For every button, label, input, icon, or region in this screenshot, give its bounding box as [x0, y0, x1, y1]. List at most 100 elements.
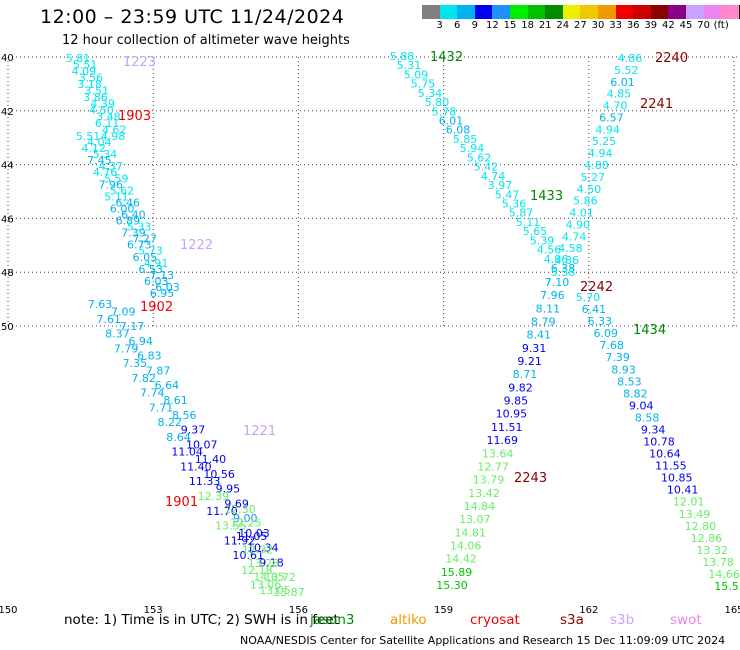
wave-height-label: 5.25: [592, 135, 617, 148]
wave-height-label: 14.66: [708, 568, 740, 581]
wave-height-label: 4.70: [603, 100, 628, 113]
wave-height-label: 3.48: [96, 111, 121, 124]
colorbar-swatch: [615, 5, 634, 19]
track-time-label: 1223: [123, 55, 156, 70]
wave-height-label: 4.58: [558, 242, 583, 255]
wave-height-label: 13.72: [264, 571, 296, 584]
track-time-label: 1434: [633, 323, 666, 338]
wave-height-label: 11.33: [189, 475, 221, 488]
wave-height-label: 12.32: [242, 544, 274, 557]
wave-height-label: 4.09: [72, 65, 97, 78]
wave-height-label: 13.78: [702, 556, 734, 569]
wave-height-label: 5.36: [502, 197, 527, 210]
lon-tick-label: 162: [579, 605, 598, 616]
credit-line: NOAA/NESDIS Center for Satellite Applica…: [240, 634, 726, 647]
lon-tick-label: 153: [144, 605, 163, 616]
colorbar-swatch: [562, 5, 581, 19]
track-time-label: 1433: [530, 189, 563, 204]
wave-height-label: 5.34: [418, 87, 443, 100]
wave-height-label: 5.73: [138, 245, 163, 258]
colorbar-label: 12: [486, 20, 499, 31]
wave-height-label: 6.03: [144, 275, 169, 288]
wave-height-label: 6.01: [610, 76, 635, 89]
wave-height-label: 5.78: [432, 105, 457, 118]
wave-height-label: 7.27: [133, 233, 158, 246]
wave-height-label: 9.18: [259, 556, 284, 569]
wave-height-label: 8.93: [611, 363, 636, 376]
colorbar-swatch: [457, 5, 475, 19]
colorbar-labels: 3 6 9 12 15 18 21 24 27 30 33 36 39 42 45 70 (ft): [422, 20, 740, 34]
wave-height-label: 8.53: [617, 375, 642, 388]
wave-height-label: 5.38: [551, 266, 576, 279]
wave-height-label: 5.70: [576, 291, 601, 304]
wave-height-label: 3.56: [79, 72, 104, 85]
track-time-label: 2240: [655, 51, 688, 66]
colorbar-label: 39: [644, 20, 658, 31]
wave-height-label: 3.86: [83, 91, 108, 104]
wave-height-label: 4.86: [554, 254, 579, 267]
wave-height-label: 3.51: [85, 85, 110, 98]
wave-height-label: 4.39: [90, 98, 115, 111]
lon-tick-label: 156: [289, 605, 308, 616]
wave-height-label: 6.11: [95, 117, 120, 130]
wave-height-label: 14.42: [445, 553, 477, 566]
wave-height-label: 10.34: [247, 542, 279, 555]
colorbar-swatch: [509, 5, 528, 19]
colorbar-swatch: [580, 5, 598, 19]
lon-tick-label: 159: [434, 605, 453, 616]
wave-height-label: 7.63: [88, 298, 113, 311]
wave-height-label: 4.01: [569, 207, 594, 220]
wave-height-label: 8.41: [526, 329, 551, 342]
wave-height-label: 6.73: [127, 239, 152, 252]
colorbar-label: 9: [471, 20, 478, 31]
wave-height-label: 4.86: [618, 52, 643, 65]
wave-height-label: 10.56: [203, 468, 235, 481]
wave-height-label: 13.49: [679, 508, 711, 521]
wave-height-label: 5.86: [573, 195, 598, 208]
wave-height-label: 5.51: [73, 59, 98, 72]
wave-height-label: 4.80: [584, 159, 609, 172]
wave-height-label: 5.39: [530, 234, 555, 247]
wave-height-label: 6.94: [128, 335, 153, 348]
wave-height-label: 5.94: [460, 142, 485, 155]
track-time-label: 1221: [243, 424, 276, 439]
colorbar-label: 21: [538, 20, 552, 31]
colorbar-swatch: [422, 5, 440, 19]
lon-tick-label: 150: [0, 605, 18, 616]
lat-tick-label: 40: [1, 53, 14, 64]
colorbar-swatch: [492, 5, 510, 19]
wave-height-label: 12.01: [673, 496, 705, 509]
wave-height-label: 13.32: [697, 544, 729, 557]
colorbar-label: 18: [521, 20, 534, 31]
map-subtitle: 12 hour collection of altimeter wave hei…: [62, 33, 350, 48]
wave-height-label: 11.40: [180, 460, 212, 473]
wave-height-label: 7.10: [545, 276, 570, 289]
colorbar-swatch: [650, 5, 669, 19]
colorbar-swatch: [685, 5, 704, 19]
track-time-label: 1902: [140, 300, 173, 315]
wave-height-label: 5.81: [66, 52, 91, 65]
satellite-legend-cryosat: cryosat: [470, 612, 520, 628]
wave-height-label: 6.40: [121, 209, 146, 222]
colorbar-label: 70: [697, 20, 710, 31]
wave-height-label: 5.09: [404, 68, 429, 81]
colorbar-swatch: [738, 5, 740, 19]
wave-height-label: 4.50: [577, 183, 602, 196]
lat-tick-label: 42: [1, 107, 14, 118]
wave-height-label: 5.47: [495, 188, 520, 201]
wave-height-label: 7.74: [140, 387, 165, 400]
wave-height-label: 9.34: [641, 423, 666, 436]
lon-tick-label: 165: [724, 605, 740, 616]
wave-height-label: 8.71: [513, 368, 538, 381]
wave-height-label: 6.41: [582, 303, 607, 316]
wave-height-label: 6.03: [155, 281, 180, 294]
track-time-label: 2242: [580, 280, 613, 295]
colorbar-swatch: [597, 5, 616, 19]
wave-height-label: 5.62: [467, 151, 492, 164]
lat-tick-label: 48: [1, 268, 14, 279]
colorbar-swatch: [668, 5, 686, 19]
wave-height-label: 13.42: [468, 487, 500, 500]
wave-height-label: 3.97: [488, 179, 513, 192]
wave-height-label: 11.92: [224, 534, 256, 547]
wave-height-label: 7.68: [599, 339, 624, 352]
